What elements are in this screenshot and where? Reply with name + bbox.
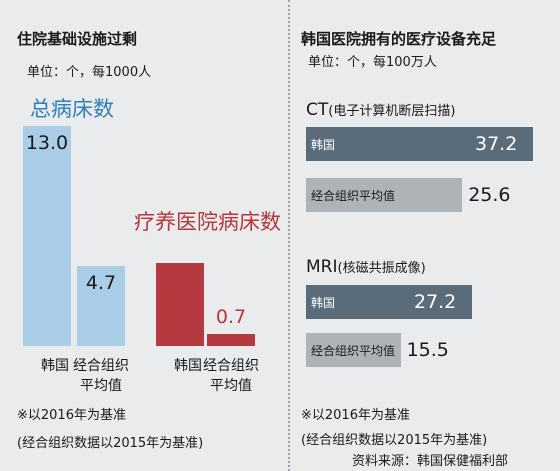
- rehab-beds-value-label-0: 4.9: [164, 269, 196, 292]
- source-label: 资料来源：韩国保健福利部: [352, 454, 509, 469]
- ct-category-label-1: 经合组织平均值: [311, 189, 396, 203]
- left-note-base-year: ※以2016年为基准: [17, 408, 126, 423]
- ct-subtitle: (电子计算机断层扫描): [328, 104, 456, 119]
- panel-divider: [288, 0, 290, 471]
- left-panel-title: 住院基础设施过剩: [17, 30, 138, 48]
- total-beds-category-label-1: 经合组织 平均值: [57, 356, 145, 396]
- left-unit-label: 单位：个，每1000人: [27, 65, 152, 80]
- mri-subtitle: (核磁共振成像): [337, 261, 426, 276]
- rehab-beds-category-label-0: 韩国: [144, 356, 232, 376]
- rehab-beds-category-line-1-0: 经合组织: [203, 358, 259, 374]
- ct-title: CT: [306, 100, 329, 120]
- total-beds-value-label-0: 13.0: [25, 132, 69, 154]
- total-beds-category-line-1-0: 经合组织: [73, 358, 129, 374]
- mri-category-label-1: 经合组织平均值: [311, 344, 396, 358]
- right-note-base-year: ※以2016年为基准: [301, 408, 410, 423]
- total-beds-category-line-1-1: 平均值: [80, 378, 122, 394]
- mri-title-group: MRI(核磁共振成像): [306, 257, 426, 277]
- mri-category-label-0: 韩国: [311, 296, 336, 310]
- total-beds-value-label-1: 4.7: [85, 272, 117, 295]
- total-beds-bar-1: [77, 266, 125, 346]
- mri-bar-1: [306, 333, 401, 367]
- right-note-oecd-year: (经合组织数据以2015年为基准): [301, 433, 488, 448]
- mri-title: MRI: [306, 257, 338, 277]
- rehab-beds-category-label-1: 经合组织 平均值: [187, 356, 275, 396]
- total-beds-bar-0: [23, 126, 71, 346]
- mri-bar-0: [306, 285, 472, 319]
- rehab-beds-bar-0: [156, 263, 204, 346]
- total-beds-category-line-0-0: 韩国: [41, 358, 69, 374]
- left-note-oecd-year: (经合组织数据以2015年为基准): [17, 436, 204, 451]
- total-beds-category-label-0: 韩国: [11, 356, 99, 376]
- mri-value-label-1: 15.5: [406, 339, 449, 361]
- total-beds-title: 总病床数: [30, 97, 114, 121]
- mri-value-label-0: 27.2: [413, 291, 457, 313]
- ct-value-label-1: 25.6: [468, 184, 511, 206]
- rehab-beds-category-line-0-0: 韩国: [174, 358, 202, 374]
- ct-value-label-0: 37.2: [475, 133, 518, 155]
- rehab-beds-title: 疗养医院病床数: [134, 210, 281, 234]
- right-unit-label: 单位：个，每100万人: [308, 55, 437, 70]
- rehab-beds-value-label-1: 0.7: [215, 306, 247, 329]
- ct-bar-1: [306, 178, 463, 212]
- ct-bar-0: [306, 127, 533, 161]
- ct-title-group: CT(电子计算机断层扫描): [306, 100, 455, 120]
- rehab-beds-category-line-1-1: 平均值: [210, 378, 252, 394]
- right-panel-title: 韩国医院拥有的医疗设备充足: [301, 30, 497, 48]
- rehab-beds-bar-1: [207, 334, 255, 346]
- ct-category-label-0: 韩国: [311, 138, 336, 152]
